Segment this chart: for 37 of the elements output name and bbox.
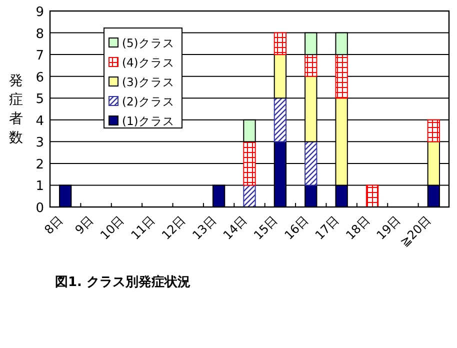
y-tick-label: 8 [36, 26, 44, 42]
x-tick-label: 14日 [220, 213, 250, 242]
x-tick-label: 17日 [312, 213, 342, 242]
x-tick-label: 9日 [72, 213, 96, 238]
y-tick-label: 2 [36, 157, 44, 172]
bar [243, 184, 256, 208]
x-tick-label: 11日 [128, 213, 158, 242]
legend-label: (2)クラス [122, 94, 174, 108]
y-tick-label: 1 [36, 179, 44, 194]
y-tick-label: 3 [36, 136, 44, 151]
bar [304, 141, 318, 186]
x-tick-label: 10日 [98, 213, 127, 242]
text: 図1. クラス別発症状況 [55, 274, 191, 290]
bar [427, 119, 440, 142]
bar [274, 98, 287, 142]
legend-label: (4)クラス [122, 56, 174, 70]
bar [304, 54, 318, 77]
bar [366, 184, 379, 208]
legend-label: (1)クラス [122, 114, 174, 128]
legend-label: (5)クラス [122, 36, 174, 50]
y-tick-label: 0 [36, 201, 44, 216]
x-tick-label: 13日 [190, 213, 219, 242]
y-tick-label: 4 [36, 114, 44, 129]
y-tick-label: 9 [36, 5, 44, 20]
y-tick-label: 6 [36, 70, 44, 86]
bar [335, 54, 348, 99]
bar [274, 32, 287, 56]
bar [243, 141, 256, 186]
y-tick-label: 7 [36, 48, 44, 64]
legend-label: (3)クラス [122, 75, 174, 89]
x-tick-label: 12日 [159, 213, 188, 242]
x-tick-label: 8日 [42, 213, 66, 238]
x-tick-label: 18日 [343, 213, 372, 242]
y-tick-label: 5 [36, 92, 44, 108]
x-tick-label: 15日 [251, 213, 280, 242]
x-tick-label: 16日 [282, 213, 312, 242]
y-axis-title: 発症者数 [9, 73, 23, 146]
